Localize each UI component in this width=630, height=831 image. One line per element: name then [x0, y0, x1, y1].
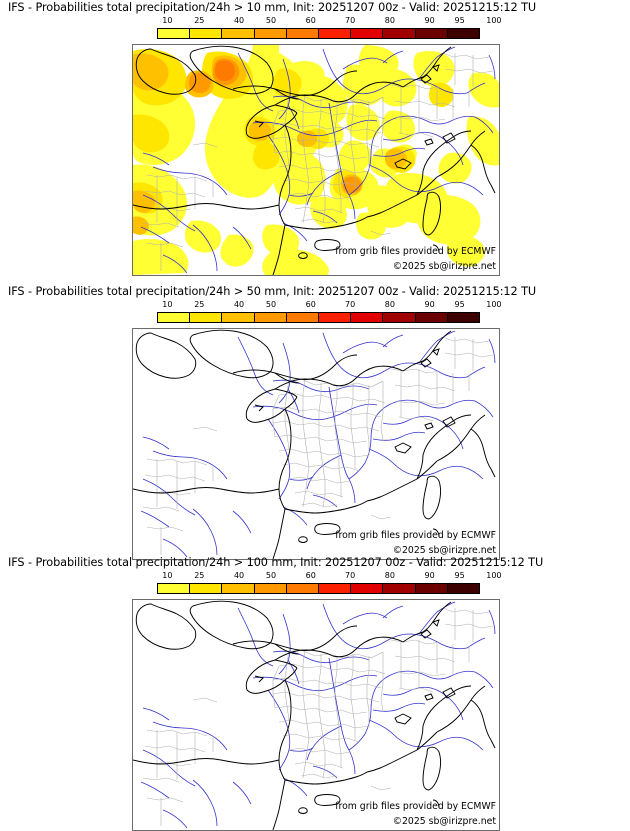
colorbar-swatch-80 — [351, 584, 384, 593]
colorbar-swatch-95 — [415, 29, 448, 38]
colorbar-swatch-25 — [190, 313, 223, 322]
colorbar-swatch-50 — [254, 313, 287, 322]
colorbar-tick-label: 40 — [233, 16, 245, 25]
attribution-copyright: ©2025 sb@irizpre.net — [392, 261, 496, 272]
forecast-panel-10mm: IFS - Probabilities total precipitation/… — [0, 0, 630, 276]
colorbar-swatch-40 — [222, 313, 255, 322]
map-canvas-100mm[interactable]: from grib files provided by ECMWF ©2025 … — [132, 599, 500, 831]
colorbar-swatch-60 — [286, 584, 320, 593]
colorbar-tick-label: 80 — [384, 16, 395, 25]
probability-shading-10mm — [133, 45, 499, 275]
map-canvas-10mm[interactable]: from grib files provided by ECMWF ©2025 … — [132, 44, 500, 276]
colorbar-swatch-50 — [254, 29, 287, 38]
colorbar-swatch-90 — [383, 313, 416, 322]
panel-title: IFS - Probabilities total precipitation/… — [8, 285, 537, 298]
map-geography — [133, 600, 496, 830]
colorbar-swatch-100 — [447, 584, 480, 593]
colorbar: 10 25 40 50 60 70 80 90 95 100 — [157, 300, 502, 323]
colorbar-tick-label: 100 — [486, 16, 502, 25]
colorbar-swatch-90 — [383, 29, 416, 38]
colorbar-swatches — [157, 312, 480, 323]
colorbar-swatch-80 — [351, 29, 384, 38]
colorbar-swatch-70 — [319, 29, 352, 38]
panel-title: IFS - Probabilities total precipitation/… — [8, 556, 544, 569]
colorbar-tick-label: 90 — [424, 300, 435, 309]
colorbar-swatch-25 — [190, 29, 223, 38]
colorbar-tick-label: 90 — [424, 16, 435, 25]
colorbar-tick-label: 95 — [454, 300, 465, 309]
attribution-copyright: ©2025 sb@irizpre.net — [392, 545, 496, 556]
colorbar-tick-label: 95 — [454, 571, 465, 580]
colorbar-tick-label: 25 — [194, 571, 205, 580]
colorbar-tick-label: 10 — [162, 571, 173, 580]
colorbar-tick-label: 50 — [265, 300, 277, 309]
colorbar-ticks: 10 25 40 50 60 70 80 90 95 100 — [157, 571, 501, 583]
colorbar-tick-label: 40 — [233, 300, 245, 309]
attribution-copyright: ©2025 sb@irizpre.net — [392, 816, 496, 827]
map-geography — [133, 329, 496, 559]
forecast-panel-50mm: IFS - Probabilities total precipitation/… — [0, 276, 630, 560]
colorbar-tick-label: 70 — [345, 571, 356, 580]
colorbar-swatch-40 — [222, 29, 255, 38]
colorbar-ticks: 10 25 40 50 60 70 80 90 95 100 — [157, 16, 501, 28]
colorbar-swatches — [157, 28, 480, 39]
panel-title: IFS - Probabilities total precipitation/… — [8, 1, 537, 14]
colorbar-tick-label: 50 — [265, 571, 277, 580]
colorbar-swatch-60 — [286, 313, 320, 322]
colorbar-tick-label: 80 — [384, 300, 395, 309]
colorbar-tick-label: 60 — [305, 300, 316, 309]
colorbar-swatch-100 — [447, 313, 480, 322]
colorbar-swatch-90 — [383, 584, 416, 593]
colorbar-tick-label: 70 — [345, 300, 356, 309]
colorbar-tick-label: 25 — [194, 300, 205, 309]
colorbar-tick-label: 70 — [345, 16, 356, 25]
colorbar-swatch-95 — [415, 584, 448, 593]
colorbar-swatches — [157, 583, 480, 594]
colorbar-swatch-80 — [351, 313, 384, 322]
colorbar-tick-label: 60 — [305, 16, 316, 25]
colorbar-swatch-70 — [319, 313, 352, 322]
colorbar-tick-label: 100 — [486, 300, 502, 309]
colorbar: 10 25 40 50 60 70 80 90 95 100 — [157, 16, 502, 39]
colorbar-tick-label: 80 — [384, 571, 395, 580]
colorbar-swatch-10 — [158, 313, 191, 322]
colorbar: 10 25 40 50 60 70 80 90 95 100 — [157, 571, 502, 594]
colorbar-swatch-25 — [190, 584, 223, 593]
colorbar-swatch-10 — [158, 584, 191, 593]
colorbar-tick-label: 25 — [194, 16, 205, 25]
colorbar-ticks: 10 25 40 50 60 70 80 90 95 100 — [157, 300, 501, 312]
attribution-source: from grib files provided by ECMWF — [335, 801, 496, 812]
colorbar-swatch-40 — [222, 584, 255, 593]
attribution-source: from grib files provided by ECMWF — [335, 246, 496, 257]
colorbar-tick-label: 10 — [162, 16, 173, 25]
colorbar-tick-label: 40 — [233, 571, 245, 580]
colorbar-swatch-60 — [286, 29, 320, 38]
forecast-panel-100mm: IFS - Probabilities total precipitation/… — [0, 546, 630, 831]
colorbar-tick-label: 100 — [486, 571, 502, 580]
attribution-source: from grib files provided by ECMWF — [335, 530, 496, 541]
colorbar-swatch-100 — [447, 29, 480, 38]
colorbar-tick-label: 10 — [162, 300, 173, 309]
map-canvas-50mm[interactable]: from grib files provided by ECMWF ©2025 … — [132, 328, 500, 560]
colorbar-swatch-70 — [319, 584, 352, 593]
colorbar-tick-label: 95 — [454, 16, 465, 25]
colorbar-tick-label: 60 — [305, 571, 316, 580]
colorbar-tick-label: 50 — [265, 16, 277, 25]
colorbar-swatch-50 — [254, 584, 287, 593]
colorbar-tick-label: 90 — [424, 571, 435, 580]
colorbar-swatch-10 — [158, 29, 191, 38]
colorbar-swatch-95 — [415, 313, 448, 322]
